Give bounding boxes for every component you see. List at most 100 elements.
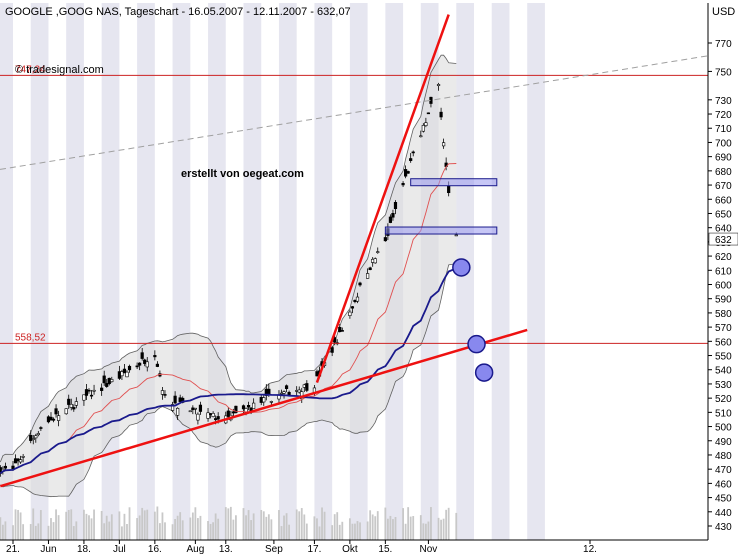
candle-body [138,362,142,366]
author-annotation: erstellt von oegeat.com [181,168,304,180]
week-stripe [208,3,226,540]
volume-bar [359,522,361,540]
candle-body [145,361,149,368]
y-tick-label: 580 [715,309,732,320]
volume-bar [50,518,52,540]
volume-bar [199,515,202,540]
y-tick-label: 530 [715,380,732,391]
volume-bar [412,516,415,540]
candle-body [198,404,203,412]
candle-body [269,401,273,403]
volume-bar [136,518,139,540]
volume-bar [386,518,389,540]
candle-body [454,234,458,237]
volume-bar [67,509,70,540]
x-tick-label: 17. [307,544,321,555]
volume-bar [333,514,336,540]
candle-body [54,408,58,415]
candle-body [34,435,38,439]
volume-bar [72,526,75,540]
volume-bar [126,524,128,540]
x-tick-label: Okt [342,544,358,555]
candle-body [330,347,334,353]
moving-averages [0,163,457,475]
candle-body [393,202,398,210]
volume-bar [371,514,374,540]
y-tick-label: 440 [715,508,732,519]
volume-bar [32,508,35,540]
candle-body [284,385,289,389]
candle-body [13,458,18,464]
y-tick-label: 640 [715,224,732,235]
volume-bar [262,511,265,540]
candle-body [259,397,263,403]
candle-body [46,416,51,423]
candle-body [426,112,431,115]
candle-body [355,296,360,302]
candle-body [67,398,71,405]
candle-body [376,251,380,253]
volume-bar [100,510,103,540]
volume-bar [110,514,113,540]
candle-body [56,415,61,421]
candle-body [140,352,144,359]
ma50-line [0,267,457,475]
candle-body [404,169,408,177]
volume-bar [402,508,404,540]
y-tick-label: 680 [715,167,732,178]
volume-bar [422,523,425,540]
zone-box [384,226,498,235]
candle-body [295,390,299,392]
volume-bar [354,523,356,540]
week-stripes [0,3,708,540]
volume-bar [235,515,237,540]
volume-bar [369,510,372,540]
candle-body [366,273,370,279]
y-tick-label: 470 [715,465,732,476]
volume-bar [207,521,209,540]
candle-body [338,326,342,333]
trendline [0,328,528,488]
volume-bar [376,511,379,540]
candle-body [39,427,43,429]
candle-body [64,408,68,415]
volume-bar [83,509,85,540]
candle-body [279,392,284,395]
volume-bar [341,521,344,540]
candle-body [100,387,104,391]
y-tick-label: 430 [715,522,732,533]
candle-body [74,401,78,406]
volume-bar [250,520,253,540]
candle-body [125,371,129,378]
week-stripe [278,3,297,540]
candle-body [31,438,35,440]
candle-body [214,418,218,421]
volume-bar [138,515,141,540]
volume-bar [267,514,270,540]
volume-bar [189,517,192,540]
x-axis-panel [0,540,738,557]
candle-body [424,122,428,126]
y-tick-label: 520 [715,394,732,405]
volume-bar [93,509,95,540]
candle-body [11,465,15,470]
x-tick-label: 21. [6,544,20,555]
candle-body [442,142,446,147]
candle-body [107,377,111,385]
y-axis-panel [708,0,738,557]
candle-body [155,363,159,367]
volume-bar [419,515,422,540]
candle-body [36,433,40,436]
volume-bar [321,507,323,540]
volume-bar [176,515,179,540]
volume-bar [285,513,288,540]
y-tick-label: 690 [715,153,732,164]
candle-body [153,355,157,358]
week-stripe [172,3,191,540]
volume-bar [217,518,220,540]
volume-bar [280,526,283,540]
volume-bar [224,507,227,540]
candle-body [206,412,210,419]
volume-bar [90,518,93,540]
